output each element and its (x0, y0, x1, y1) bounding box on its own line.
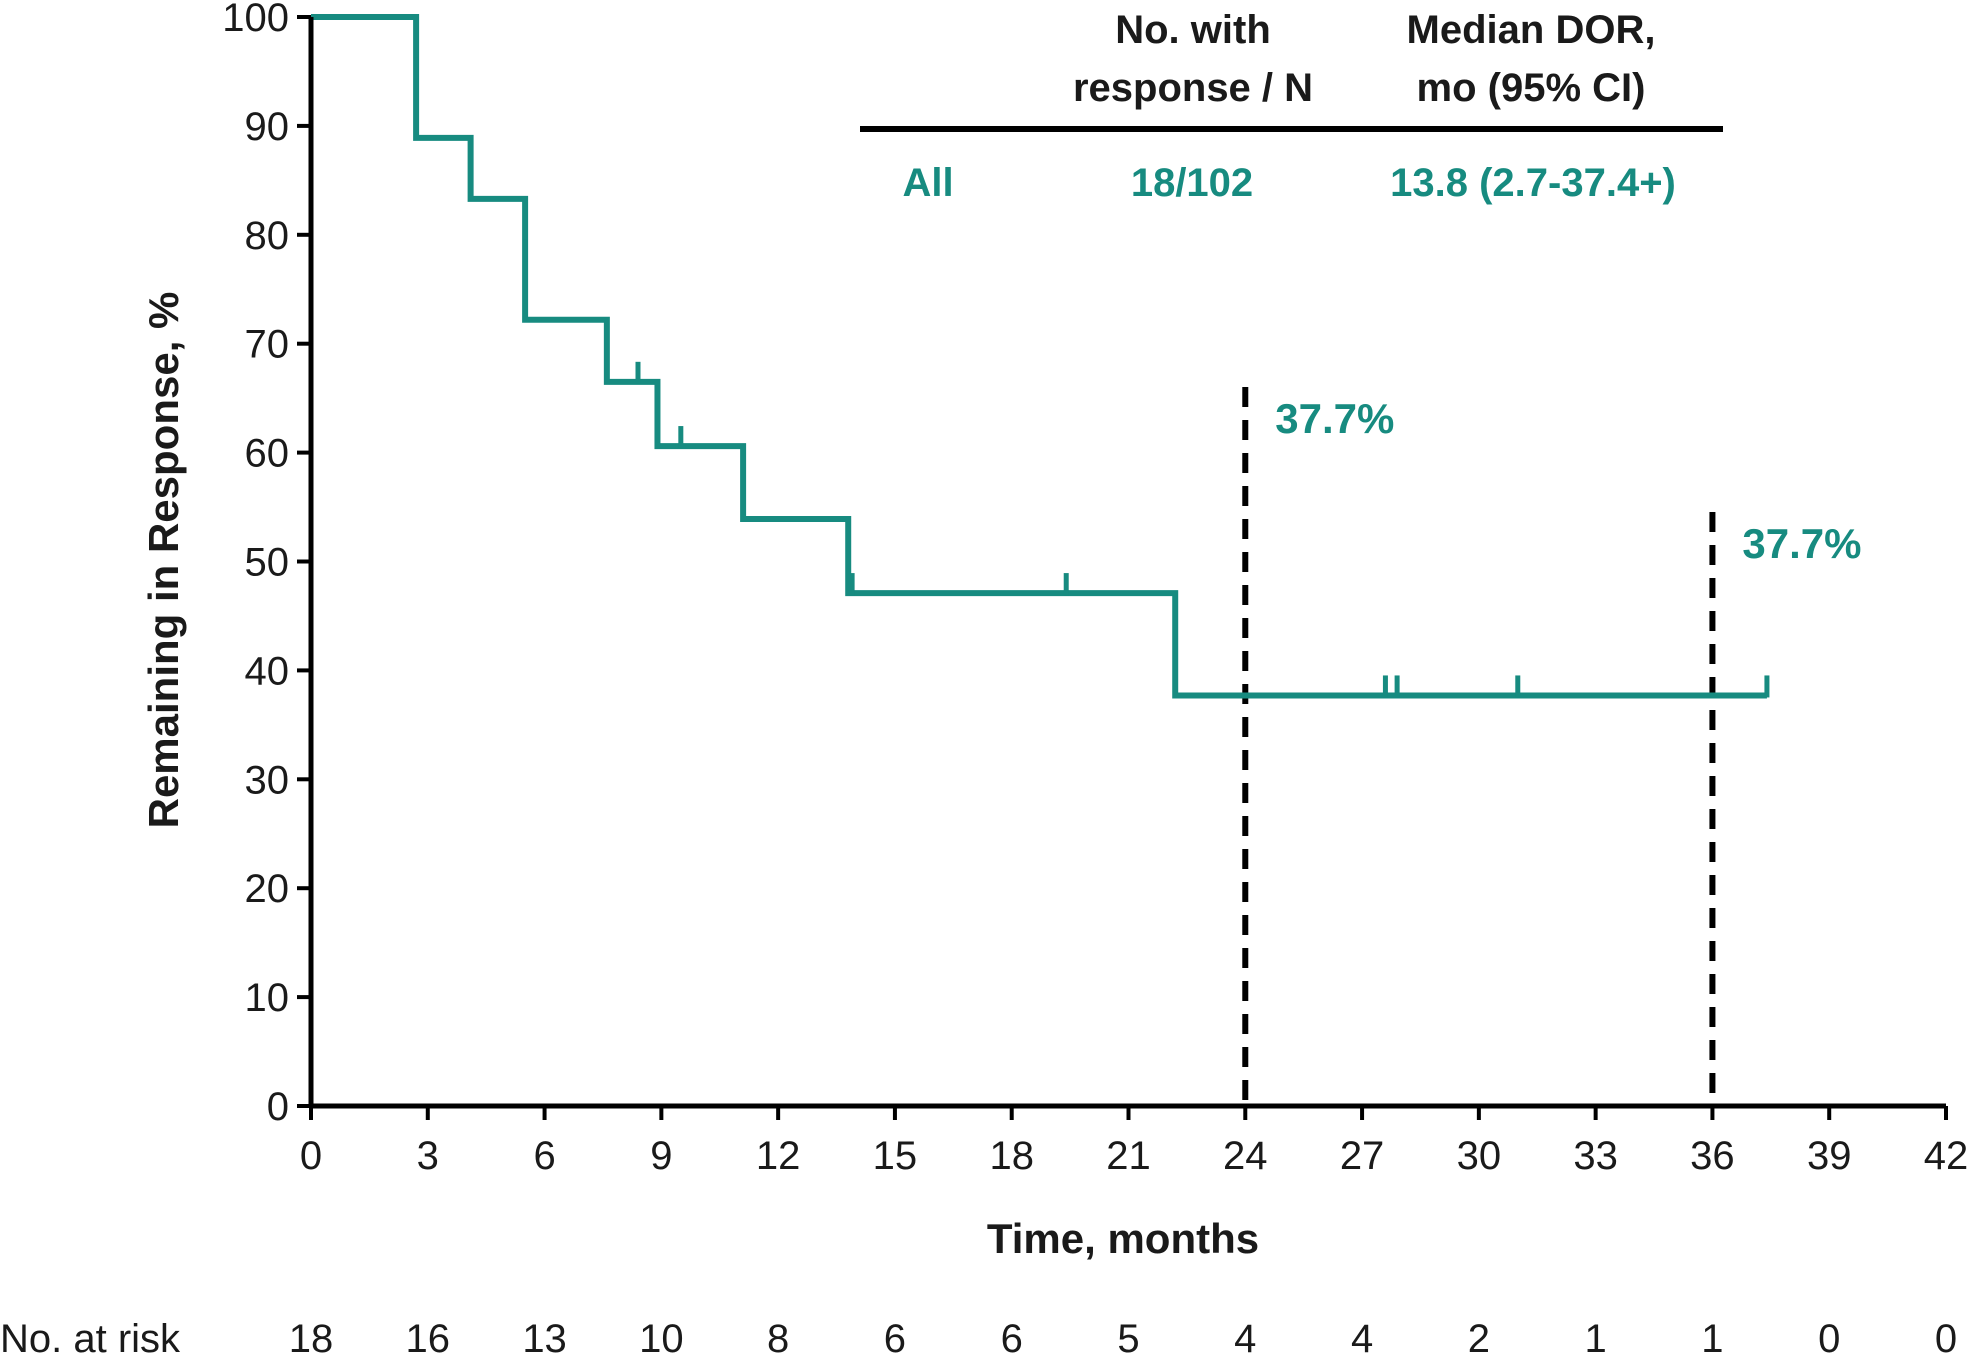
summary-col1-header-line1: No. with (1115, 8, 1271, 52)
x-tick-label: 18 (989, 1134, 1034, 1178)
risk-table-label: No. at risk (0, 1317, 181, 1355)
y-tick-label: 60 (245, 432, 290, 476)
x-tick-label: 42 (1924, 1134, 1969, 1178)
risk-count: 16 (406, 1317, 451, 1355)
risk-count: 4 (1351, 1317, 1373, 1355)
summary-col2-header-line2: mo (95% CI) (1417, 66, 1646, 110)
risk-table-counts: 18 16 13 10 8 6 6 5 4 4 2 1 1 0 0 (289, 1317, 1957, 1355)
reference-annotation: 37.7% (1275, 395, 1394, 442)
summary-col2-header-line1: Median DOR, (1407, 8, 1656, 52)
y-tick-label: 70 (245, 323, 290, 367)
risk-count: 1 (1701, 1317, 1723, 1355)
y-tick-label: 90 (245, 105, 290, 149)
x-tick-label: 6 (533, 1134, 555, 1178)
x-tick-label: 12 (756, 1134, 801, 1178)
x-tick-label: 21 (1106, 1134, 1151, 1178)
reference-annotations: 37.7% 37.7% (1275, 395, 1861, 567)
y-tick-label: 40 (245, 649, 290, 693)
risk-count: 8 (767, 1317, 789, 1355)
summary-table: No. with response / N Median DOR, mo (95… (860, 8, 1723, 205)
x-tick-label: 39 (1807, 1134, 1852, 1178)
y-ticks: 0 10 20 30 40 50 60 70 80 90 100 (222, 0, 311, 1129)
survival-curve (311, 14, 1767, 699)
survival-curve-line (311, 14, 1767, 699)
y-tick-label: 100 (222, 0, 289, 40)
y-tick-label: 10 (245, 976, 290, 1020)
risk-count: 6 (1001, 1317, 1023, 1355)
risk-count: 0 (1818, 1317, 1840, 1355)
risk-count: 13 (522, 1317, 567, 1355)
axes (308, 17, 1946, 1109)
risk-count: 5 (1117, 1317, 1139, 1355)
x-tick-label: 30 (1457, 1134, 1502, 1178)
reference-lines (1242, 387, 1716, 1106)
risk-count: 6 (884, 1317, 906, 1355)
summary-row-median-dor: 13.8 (2.7-37.4+) (1390, 161, 1676, 205)
risk-count: 2 (1468, 1317, 1490, 1355)
y-tick-label: 50 (245, 541, 290, 585)
y-tick-label: 30 (245, 758, 290, 802)
x-tick-label: 3 (417, 1134, 439, 1178)
y-tick-label: 0 (267, 1085, 289, 1129)
risk-count: 1 (1585, 1317, 1607, 1355)
summary-row-group: All (902, 161, 953, 205)
x-tick-label: 9 (650, 1134, 672, 1178)
summary-col1-header-line2: response / N (1073, 66, 1313, 110)
x-tick-label: 27 (1340, 1134, 1385, 1178)
y-tick-label: 80 (245, 214, 290, 258)
x-tick-label: 0 (300, 1134, 322, 1178)
x-tick-label: 33 (1573, 1134, 1618, 1178)
x-tick-label: 36 (1690, 1134, 1735, 1178)
risk-count: 18 (289, 1317, 334, 1355)
x-axis-title: Time, months (987, 1215, 1259, 1262)
summary-row-responders: 18/102 (1131, 161, 1253, 205)
risk-count: 0 (1935, 1317, 1957, 1355)
x-tick-label: 24 (1223, 1134, 1268, 1178)
risk-count: 4 (1234, 1317, 1256, 1355)
reference-annotation: 37.7% (1742, 520, 1861, 567)
censor-marks (413, 57, 1770, 698)
x-ticks: 0 3 6 9 12 15 18 21 24 27 30 33 36 39 42 (300, 1106, 1968, 1178)
y-axis-title: Remaining in Response, % (140, 292, 187, 829)
x-tick-label: 15 (873, 1134, 918, 1178)
y-tick-label: 20 (245, 867, 290, 911)
risk-count: 10 (639, 1317, 684, 1355)
